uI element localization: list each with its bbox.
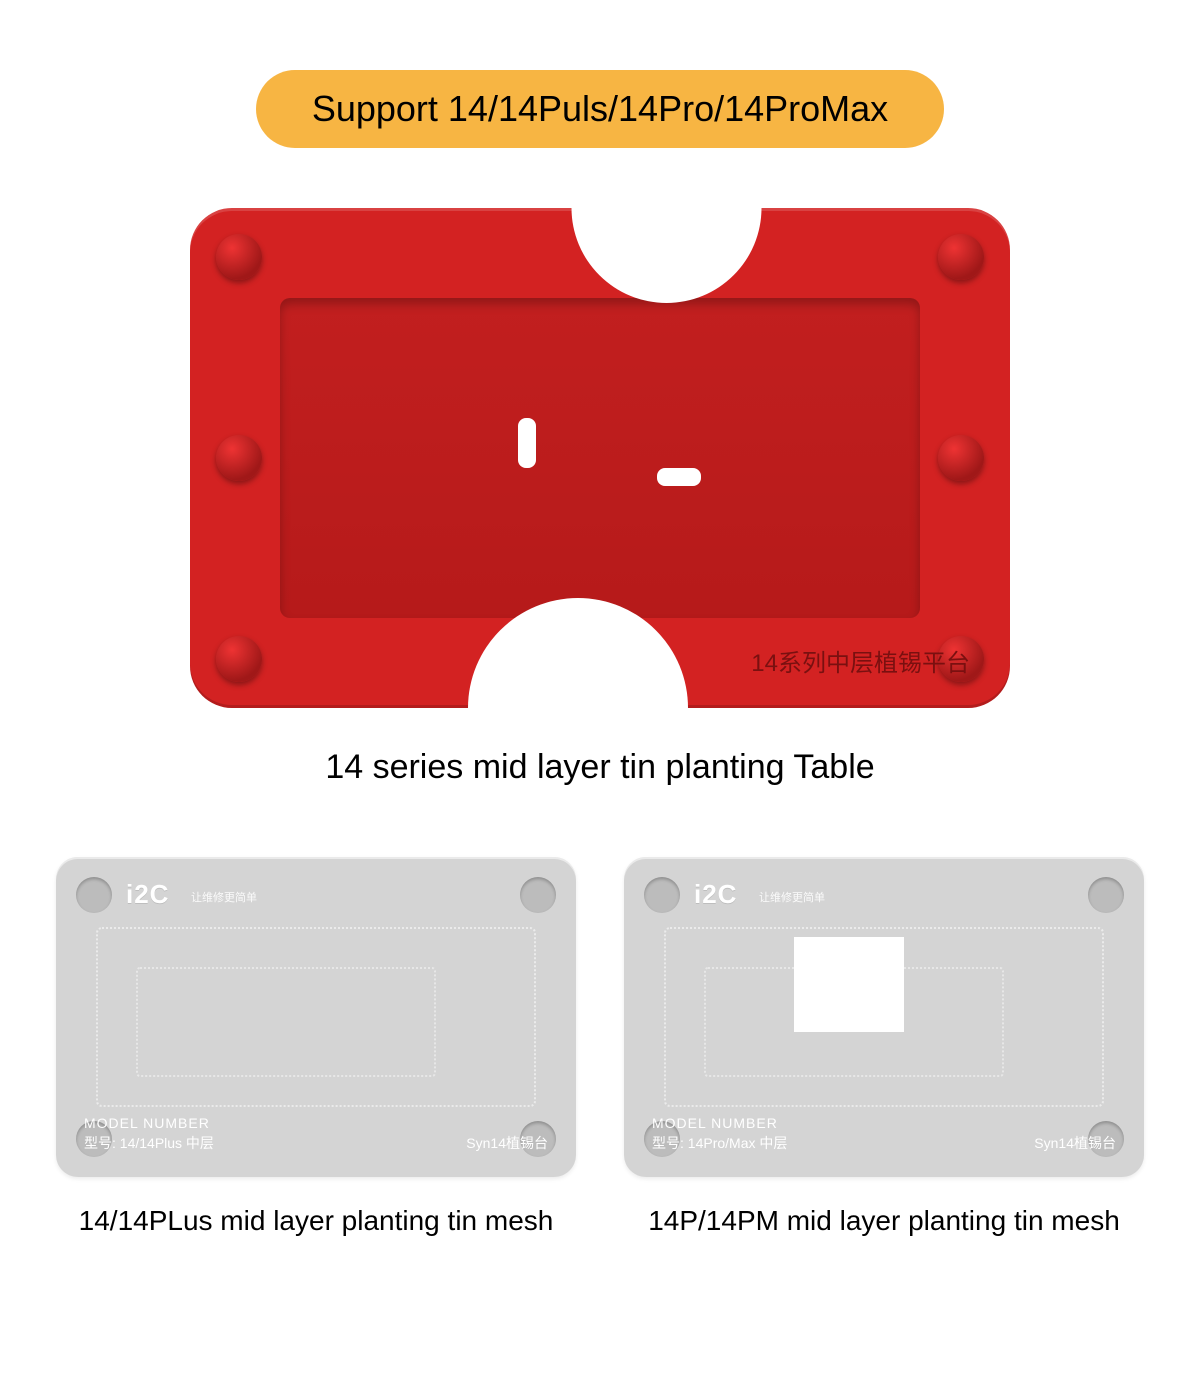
mesh-hole [520, 877, 556, 913]
mesh-caption: 14/14PLus mid layer planting tin mesh [79, 1205, 554, 1237]
side-peg [938, 435, 984, 481]
mesh-row: i2C 让维修更简单 MODEL NUMBER 型号: 14/14Plus 中层 Syn… [0, 857, 1200, 1237]
stencil-cutout [794, 937, 904, 1032]
tin-mesh-stencil: i2C 让维修更简单 MODEL NUMBER 型号: 14/14Plus 中层 Syn… [56, 857, 576, 1177]
brand-logo: i2C [126, 879, 169, 910]
corner-peg [938, 234, 984, 280]
mesh-hole [644, 877, 680, 913]
top-cutout [572, 208, 762, 303]
support-pill: Support 14/14Puls/14Pro/14ProMax [256, 70, 944, 148]
syn-label: Syn14植锡台 [1034, 1133, 1116, 1153]
mesh-card: i2C 让维修更简单 MODEL NUMBER 型号: 14/14Plus 中层 Syn… [56, 857, 576, 1237]
brand-tagline: 让维修更简单 [191, 889, 257, 905]
mesh-hole [76, 877, 112, 913]
corner-peg [216, 636, 262, 682]
plate-recess [280, 298, 920, 618]
model-text: 型号: 14Pro/Max 中层 [652, 1133, 787, 1153]
corner-peg [216, 234, 262, 280]
stencil-outline-inner [136, 967, 436, 1077]
plate-caption: 14 series mid layer tin planting Table [325, 748, 874, 787]
mesh-hole [1088, 877, 1124, 913]
slot [518, 418, 536, 468]
brand-tagline: 让维修更简单 [759, 889, 825, 905]
syn-label: Syn14植锡台 [466, 1133, 548, 1153]
model-text: 型号: 14/14Plus 中层 [84, 1133, 214, 1153]
tin-mesh-stencil: i2C 让维修更简单 MODEL NUMBER 型号: 14Pro/Max 中层 Syn… [624, 857, 1144, 1177]
mesh-caption: 14P/14PM mid layer planting tin mesh [648, 1205, 1120, 1237]
red-planting-table: 14系列中层植锡平台 [190, 208, 1010, 708]
slot [657, 468, 701, 486]
model-number-label: MODEL NUMBER [652, 1115, 778, 1131]
model-number-label: MODEL NUMBER [84, 1115, 210, 1131]
mesh-card: i2C 让维修更简单 MODEL NUMBER 型号: 14Pro/Max 中层 Syn… [624, 857, 1144, 1237]
brand-logo: i2C [694, 879, 737, 910]
plate-etched-label: 14系列中层植锡平台 [751, 643, 970, 678]
side-peg [216, 435, 262, 481]
